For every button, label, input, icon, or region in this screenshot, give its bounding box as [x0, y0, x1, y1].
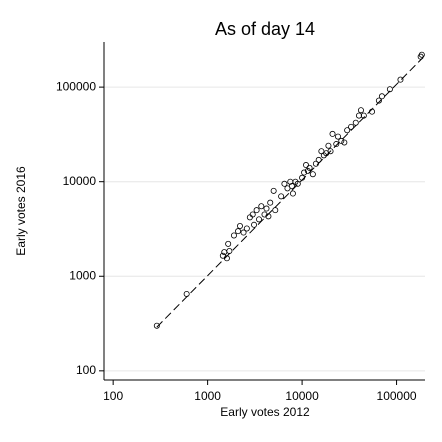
y-tick-label: 10000	[63, 174, 97, 188]
point	[249, 211, 256, 218]
point	[289, 190, 296, 197]
point	[333, 141, 340, 148]
point	[299, 174, 306, 181]
point	[230, 232, 237, 239]
x-axis-label: Early votes 2012	[220, 405, 310, 419]
y-axis-label: Early votes 2016	[14, 166, 28, 256]
chart-title: As of day 14	[215, 19, 315, 39]
x-tick-label: 100000	[377, 389, 417, 403]
point	[243, 225, 250, 232]
point	[378, 93, 385, 100]
point	[309, 171, 316, 178]
point	[240, 229, 247, 236]
point	[272, 207, 279, 214]
x-tick-label: 100	[103, 389, 123, 403]
point	[251, 221, 258, 228]
point	[312, 160, 319, 167]
point	[397, 76, 404, 83]
point	[301, 169, 308, 176]
point	[327, 148, 334, 155]
point	[258, 203, 265, 210]
point	[375, 97, 382, 104]
point	[270, 187, 277, 194]
point	[294, 180, 301, 187]
x-tick-label: 10000	[285, 389, 319, 403]
point	[261, 211, 268, 218]
point	[360, 112, 367, 119]
point	[267, 199, 274, 206]
point	[338, 137, 345, 144]
point	[183, 290, 190, 297]
point	[263, 205, 270, 212]
y-tick-label: 100000	[56, 79, 96, 93]
point	[265, 213, 272, 220]
point	[304, 167, 311, 174]
point	[288, 183, 295, 190]
point	[226, 247, 233, 254]
y-tick-label: 100	[76, 363, 96, 377]
point	[352, 119, 359, 126]
point	[418, 51, 425, 58]
x-tick-label: 1000	[194, 389, 221, 403]
point	[335, 133, 342, 140]
point	[223, 255, 230, 262]
point	[369, 108, 376, 115]
point	[306, 164, 313, 171]
point	[225, 240, 232, 247]
point	[357, 107, 364, 114]
point	[341, 139, 348, 146]
fit-line	[156, 57, 424, 328]
point	[348, 123, 355, 130]
point	[281, 180, 288, 187]
point	[315, 156, 322, 163]
point	[153, 322, 160, 329]
point	[278, 193, 285, 200]
point	[386, 86, 393, 93]
point	[329, 130, 336, 137]
point	[325, 142, 332, 149]
y-tick-label: 1000	[69, 268, 96, 282]
point	[256, 216, 263, 223]
point	[235, 228, 242, 235]
point	[344, 127, 351, 134]
point	[253, 207, 260, 214]
point	[236, 223, 243, 230]
